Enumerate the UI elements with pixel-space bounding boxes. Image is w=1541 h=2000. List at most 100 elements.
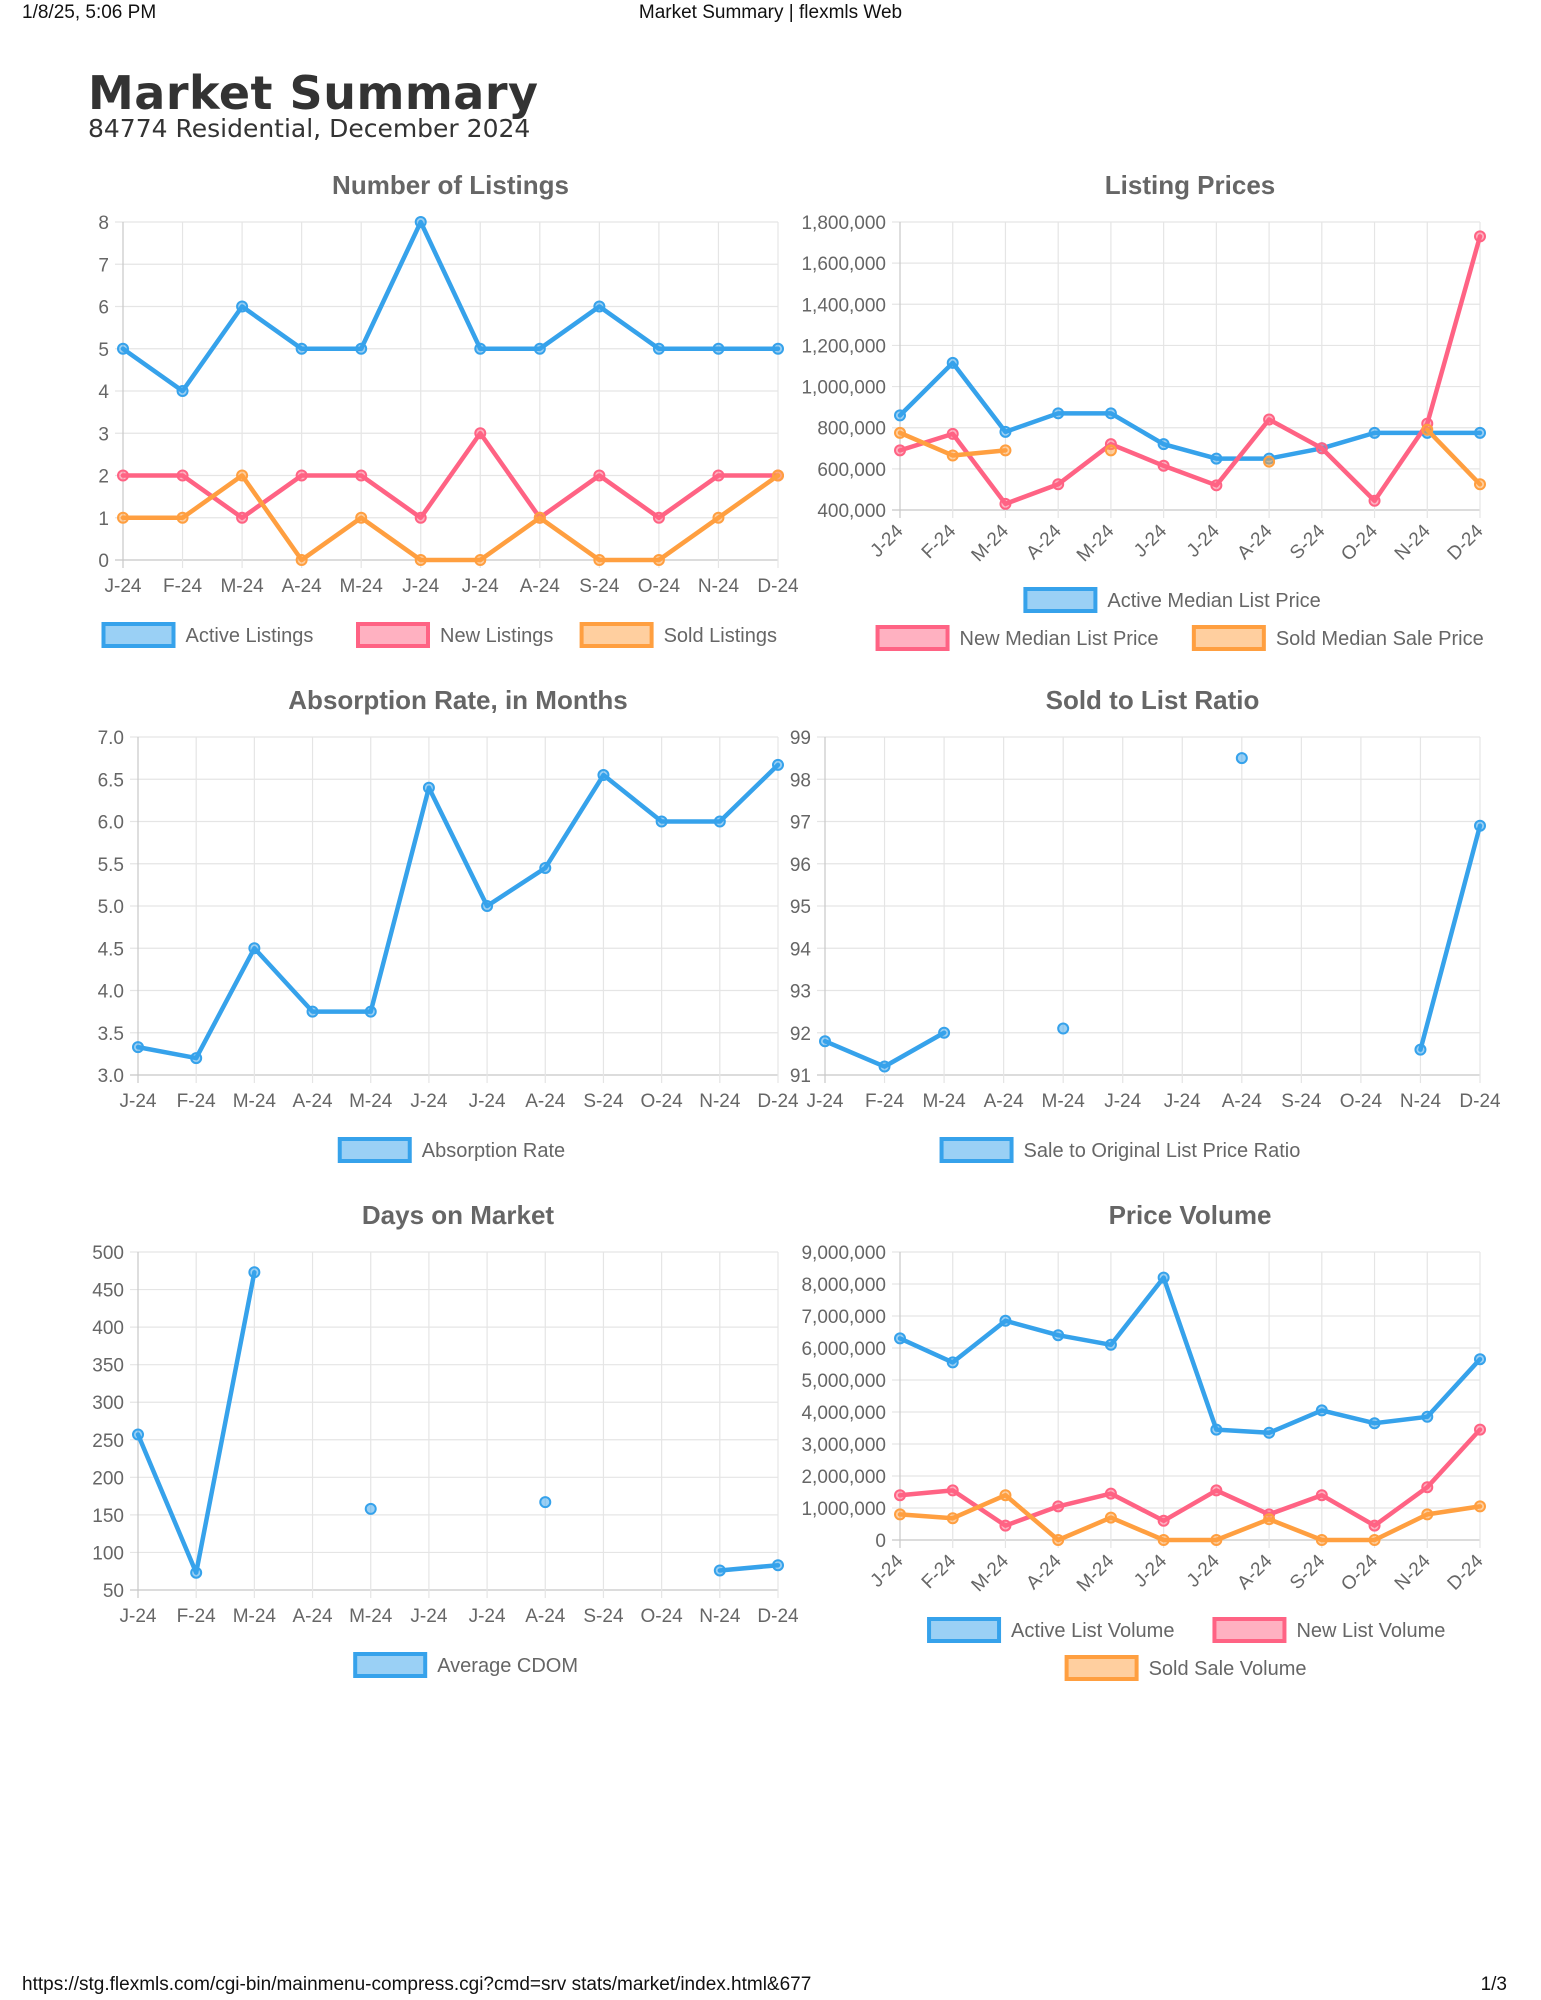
data-point-active-list-volume[interactable] — [1263, 1426, 1276, 1439]
data-point-sold-sale-volume[interactable] — [1210, 1534, 1223, 1546]
data-point-sold-listings[interactable] — [295, 554, 308, 566]
data-point-sold-median-sale-price[interactable] — [1104, 444, 1117, 457]
data-point-absorption-rate[interactable] — [364, 1005, 377, 1018]
data-point-active-list-volume[interactable] — [1210, 1423, 1223, 1436]
data-point-sale-to-original-list-price-ratio[interactable] — [1414, 1043, 1427, 1056]
data-point-active-median-list-price[interactable] — [1157, 438, 1170, 451]
data-point-average-cdom[interactable] — [364, 1502, 377, 1515]
data-point-active-listings[interactable] — [772, 342, 784, 355]
data-point-new-median-list-price[interactable] — [946, 427, 959, 440]
data-point-new-list-volume[interactable] — [946, 1484, 959, 1497]
data-point-average-cdom[interactable] — [772, 1559, 784, 1572]
data-point-sold-sale-volume[interactable] — [999, 1489, 1012, 1502]
data-point-active-median-list-price[interactable] — [999, 425, 1012, 438]
data-point-active-listings[interactable] — [117, 342, 129, 355]
data-point-absorption-rate[interactable] — [132, 1041, 144, 1054]
data-point-new-list-volume[interactable] — [894, 1489, 906, 1502]
data-point-new-listings[interactable] — [176, 469, 189, 482]
data-point-active-list-volume[interactable] — [1104, 1338, 1117, 1351]
data-point-active-listings[interactable] — [176, 385, 189, 397]
data-point-sold-sale-volume[interactable] — [894, 1508, 906, 1521]
data-point-active-median-list-price[interactable] — [1210, 452, 1223, 465]
data-point-sold-sale-volume[interactable] — [1315, 1534, 1328, 1546]
data-point-active-listings[interactable] — [355, 342, 368, 355]
data-point-active-listings[interactable] — [712, 342, 725, 355]
data-point-new-listings[interactable] — [117, 469, 129, 482]
data-point-absorption-rate[interactable] — [481, 900, 494, 912]
data-point-sold-listings[interactable] — [772, 469, 784, 482]
data-point-sold-listings[interactable] — [414, 554, 427, 566]
data-point-sold-sale-volume[interactable] — [1421, 1508, 1434, 1521]
data-point-active-listings[interactable] — [236, 300, 249, 313]
legend-item-sale-to-original-list-price-ratio[interactable]: Sale to Original List Price Ratio — [939, 1137, 1301, 1163]
data-point-new-listings[interactable] — [355, 469, 368, 482]
data-point-new-median-list-price[interactable] — [1368, 494, 1381, 507]
data-point-sold-listings[interactable] — [117, 511, 129, 524]
legend-item-active-listings[interactable]: Active Listings — [101, 622, 314, 648]
data-point-sold-sale-volume[interactable] — [1157, 1534, 1170, 1546]
data-point-sale-to-original-list-price-ratio[interactable] — [819, 1035, 831, 1048]
data-point-sale-to-original-list-price-ratio[interactable] — [1235, 752, 1248, 765]
data-point-new-median-list-price[interactable] — [999, 497, 1012, 510]
data-point-active-median-list-price[interactable] — [1474, 426, 1486, 439]
data-point-active-median-list-price[interactable] — [1368, 426, 1381, 439]
data-point-absorption-rate[interactable] — [655, 815, 668, 828]
data-point-absorption-rate[interactable] — [539, 861, 552, 874]
data-point-average-cdom[interactable] — [713, 1564, 726, 1577]
data-point-average-cdom[interactable] — [132, 1428, 144, 1441]
data-point-sold-sale-volume[interactable] — [1263, 1513, 1276, 1526]
data-point-sold-median-sale-price[interactable] — [999, 444, 1012, 457]
data-point-sold-median-sale-price[interactable] — [1263, 455, 1276, 468]
data-point-absorption-rate[interactable] — [422, 781, 435, 794]
data-point-absorption-rate[interactable] — [306, 1005, 319, 1018]
data-point-absorption-rate[interactable] — [772, 758, 784, 771]
legend-item-active-list-volume[interactable]: Active List Volume — [927, 1617, 1174, 1643]
data-point-new-list-volume[interactable] — [1421, 1481, 1434, 1494]
legend-item-sold-listings[interactable]: Sold Listings — [579, 622, 777, 648]
data-point-sold-listings[interactable] — [652, 554, 665, 566]
data-point-new-list-volume[interactable] — [999, 1519, 1012, 1532]
data-point-active-median-list-price[interactable] — [1104, 407, 1117, 420]
data-point-active-list-volume[interactable] — [894, 1332, 906, 1345]
data-point-active-listings[interactable] — [652, 342, 665, 355]
data-point-sold-listings[interactable] — [474, 554, 487, 566]
data-point-sold-sale-volume[interactable] — [1104, 1511, 1117, 1524]
data-point-sold-median-sale-price[interactable] — [1474, 478, 1486, 491]
legend-item-new-listings[interactable]: New Listings — [356, 622, 553, 648]
data-point-absorption-rate[interactable] — [248, 942, 261, 955]
data-point-sold-sale-volume[interactable] — [1474, 1500, 1486, 1513]
data-point-absorption-rate[interactable] — [713, 815, 726, 828]
data-point-new-list-volume[interactable] — [1157, 1514, 1170, 1527]
data-point-sold-median-sale-price[interactable] — [1421, 423, 1434, 436]
data-point-absorption-rate[interactable] — [597, 769, 610, 782]
data-point-active-list-volume[interactable] — [946, 1356, 959, 1369]
data-point-active-list-volume[interactable] — [1315, 1404, 1328, 1417]
data-point-new-listings[interactable] — [593, 469, 606, 482]
data-point-average-cdom[interactable] — [190, 1566, 203, 1579]
data-point-sale-to-original-list-price-ratio[interactable] — [878, 1060, 891, 1073]
data-point-active-list-volume[interactable] — [1157, 1271, 1170, 1284]
data-point-new-median-list-price[interactable] — [1474, 230, 1486, 243]
data-point-new-median-list-price[interactable] — [1315, 442, 1328, 455]
data-point-new-list-volume[interactable] — [1210, 1484, 1223, 1497]
data-point-average-cdom[interactable] — [539, 1496, 552, 1509]
data-point-new-median-list-price[interactable] — [1263, 413, 1276, 426]
data-point-active-median-list-price[interactable] — [894, 409, 906, 422]
legend-item-new-median-list-price[interactable]: New Median List Price — [875, 625, 1159, 651]
data-point-sold-listings[interactable] — [236, 469, 249, 482]
data-point-new-listings[interactable] — [712, 469, 725, 482]
data-point-active-listings[interactable] — [295, 342, 308, 355]
data-point-new-list-volume[interactable] — [1474, 1423, 1486, 1436]
data-point-sold-listings[interactable] — [533, 511, 546, 524]
data-point-active-list-volume[interactable] — [999, 1314, 1012, 1327]
legend-item-new-list-volume[interactable]: New List Volume — [1212, 1617, 1445, 1643]
data-point-active-listings[interactable] — [474, 342, 487, 355]
data-point-active-list-volume[interactable] — [1368, 1417, 1381, 1430]
data-point-active-median-list-price[interactable] — [1052, 407, 1065, 420]
data-point-new-listings[interactable] — [236, 511, 249, 524]
data-point-new-median-list-price[interactable] — [894, 444, 906, 457]
data-point-new-median-list-price[interactable] — [1052, 478, 1065, 491]
data-point-new-list-volume[interactable] — [1104, 1487, 1117, 1500]
data-point-sold-listings[interactable] — [355, 511, 368, 524]
data-point-new-listings[interactable] — [474, 427, 487, 440]
